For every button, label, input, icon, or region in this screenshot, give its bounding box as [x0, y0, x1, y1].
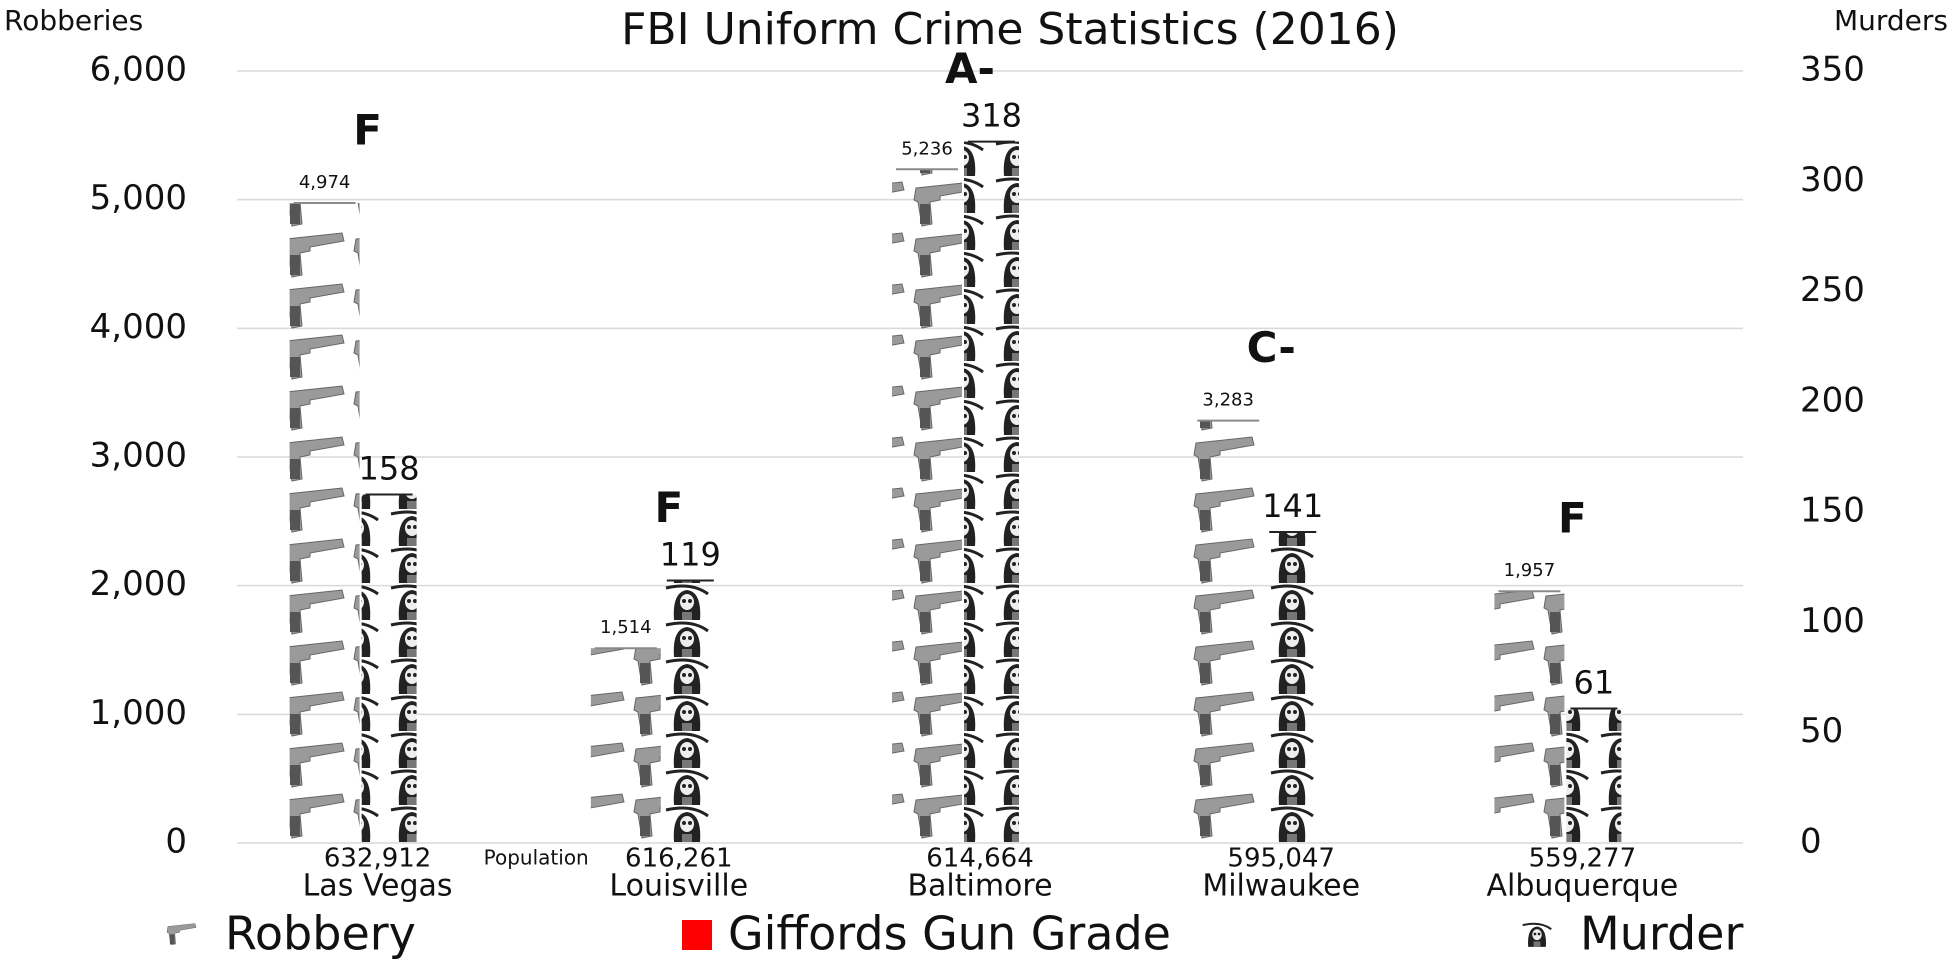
x-tick-label: Las Vegas	[303, 869, 453, 904]
bar	[289, 203, 360, 844]
population-title: Population	[484, 846, 589, 870]
grade-label: F	[654, 483, 683, 532]
grade-label: C-	[1247, 323, 1296, 372]
y2-tick-label: 350	[1800, 50, 1865, 90]
data-label: 5,236	[901, 138, 953, 159]
y2-tick-label: 300	[1800, 160, 1865, 200]
data-label: 158	[359, 449, 420, 487]
grade-label: F	[353, 106, 382, 155]
y-tick-label: 6,000	[90, 50, 187, 90]
y-tick-label: 5,000	[90, 178, 187, 218]
x-tick-label: Milwaukee	[1202, 869, 1360, 904]
population-label: 614,664	[926, 844, 1034, 874]
y-tick-label: 1,000	[90, 693, 187, 733]
data-label: 61	[1574, 663, 1615, 701]
y-tick-label: 0	[165, 822, 187, 862]
legend-swatch	[682, 920, 712, 950]
x-tick-label: Louisville	[609, 869, 748, 904]
bar	[361, 494, 417, 843]
bar	[1566, 708, 1622, 843]
population-label: 559,277	[1529, 844, 1637, 874]
grade-label: F	[1558, 494, 1587, 543]
bar	[662, 580, 718, 843]
data-label: 1,957	[1504, 560, 1556, 581]
y-tick-label: 3,000	[90, 436, 187, 476]
bar	[1193, 420, 1264, 843]
y-axis-label: Robberies	[4, 4, 143, 37]
legend-label: Giffords Gun Grade	[728, 907, 1171, 961]
data-label: 318	[961, 97, 1022, 135]
population-label: 595,047	[1227, 844, 1335, 874]
y2-tick-label: 100	[1800, 601, 1865, 641]
population-label: 616,261	[625, 844, 733, 874]
data-label: 4,974	[299, 172, 351, 193]
data-label: 141	[1262, 487, 1323, 525]
bar	[590, 648, 661, 843]
y2-tick-label: 250	[1800, 270, 1865, 310]
data-label: 1,514	[600, 617, 652, 638]
legend-label: Murder	[1580, 907, 1743, 961]
y-tick-label: 4,000	[90, 307, 187, 347]
chart-title: FBI Uniform Crime Statistics (2016)	[621, 4, 1399, 55]
data-label: 3,283	[1202, 390, 1254, 411]
y2-tick-label: 50	[1800, 711, 1843, 751]
legend-label: Robbery	[225, 907, 416, 961]
bar	[964, 141, 1019, 843]
y2-axis-label: Murders	[1834, 4, 1948, 37]
grade-label: A-	[945, 44, 995, 93]
population-label: 632,912	[324, 844, 432, 874]
x-tick-label: Albuquerque	[1487, 869, 1679, 904]
y2-tick-label: 200	[1800, 380, 1865, 420]
data-label: 119	[660, 536, 721, 574]
x-tick-label: Baltimore	[907, 869, 1052, 904]
y2-tick-label: 150	[1800, 491, 1865, 531]
bar	[1265, 531, 1321, 843]
bar	[1494, 591, 1565, 843]
y2-tick-label: 0	[1800, 822, 1822, 862]
legend-icon	[1521, 922, 1553, 948]
legend-icon	[166, 923, 197, 946]
bar	[892, 169, 962, 843]
y-tick-label: 2,000	[90, 564, 187, 604]
